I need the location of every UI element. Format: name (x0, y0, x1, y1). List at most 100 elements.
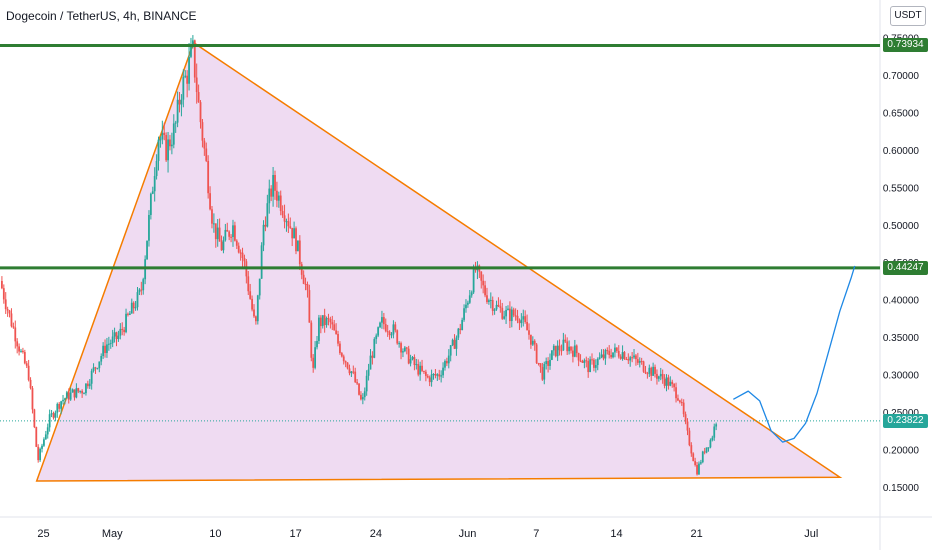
candle-body (533, 340, 536, 345)
candle (298, 235, 301, 271)
candle (102, 342, 105, 359)
candle (41, 443, 43, 453)
candle (487, 298, 490, 305)
candle-body (205, 148, 208, 161)
candle-body (466, 302, 469, 305)
candle-body (388, 331, 391, 336)
candle (705, 447, 708, 454)
candle (680, 398, 683, 406)
candle-body (138, 289, 141, 293)
candle (545, 357, 548, 370)
candle-body (203, 140, 206, 149)
candle-body (92, 367, 95, 371)
candle-body (701, 451, 704, 463)
candle (657, 375, 660, 382)
candle-body (1, 280, 3, 289)
candle (81, 389, 84, 398)
candle-body (39, 448, 42, 461)
candle (274, 170, 276, 200)
candle-body (543, 363, 546, 380)
candle (507, 305, 509, 311)
candle-body (232, 225, 234, 238)
candle (136, 287, 139, 311)
candle-body (23, 352, 26, 364)
candle (558, 339, 561, 356)
candle (566, 337, 569, 355)
candle-body (402, 351, 404, 353)
candle (233, 221, 236, 242)
candle-body (545, 361, 548, 364)
candle (29, 377, 32, 390)
currency-unit-badge[interactable]: USDT (890, 6, 926, 26)
candle-body (449, 345, 452, 356)
candle-body (107, 343, 110, 345)
candle-body (396, 330, 399, 344)
last-price-label: 0.23822 (883, 413, 928, 428)
candle (686, 418, 689, 436)
candle (98, 361, 101, 373)
candle-body (352, 371, 355, 373)
candle-body (318, 317, 320, 341)
candle (358, 383, 360, 396)
candle-body (214, 223, 217, 240)
candle (148, 210, 150, 247)
candle-body (552, 345, 555, 351)
candle (266, 194, 269, 228)
candle (264, 216, 267, 232)
candle (608, 345, 611, 359)
candle-body (617, 350, 620, 357)
candle-body (102, 345, 105, 356)
candle-body (43, 439, 45, 446)
candle (426, 374, 429, 379)
candle (497, 297, 500, 308)
candle (293, 221, 295, 239)
candle (277, 191, 280, 208)
candle-body (640, 360, 643, 362)
candle (520, 313, 523, 328)
candle-body (629, 357, 632, 361)
candle (598, 352, 601, 360)
candle (184, 70, 187, 79)
candle (600, 349, 603, 359)
candle-body (507, 308, 509, 310)
candle (342, 354, 345, 365)
candle (142, 277, 145, 295)
y-tick-label: 0.65000 (883, 108, 920, 119)
candle (333, 319, 336, 331)
candle-body (638, 360, 641, 363)
candle (109, 339, 112, 349)
candle (423, 370, 425, 374)
candle-body (188, 56, 190, 84)
candle (251, 295, 253, 312)
candle (253, 304, 255, 318)
candle (205, 142, 208, 163)
candle-body (436, 374, 439, 376)
candle-body (606, 350, 609, 352)
candle-body (293, 228, 295, 239)
candle-body (4, 299, 7, 310)
candle (465, 299, 467, 313)
candle-body (692, 453, 695, 462)
candle (552, 344, 555, 356)
candle (377, 326, 380, 338)
chart-title: Dogecoin / TetherUS, 4h, BINANCE (6, 9, 197, 23)
candle-body (627, 359, 630, 361)
candle (562, 332, 565, 351)
candle (92, 363, 95, 373)
candle (134, 300, 137, 311)
candle (96, 367, 99, 370)
candle (428, 375, 431, 387)
candle (526, 314, 528, 331)
candle (43, 437, 45, 447)
candle-body (459, 328, 462, 331)
candle (106, 337, 108, 358)
candle (656, 369, 658, 385)
candle-body (115, 332, 118, 340)
candle (572, 346, 574, 363)
candle-body (468, 295, 471, 303)
candle-body (121, 328, 124, 330)
candle-body (684, 414, 687, 422)
candle-body (262, 224, 265, 246)
candle-body (197, 92, 200, 103)
